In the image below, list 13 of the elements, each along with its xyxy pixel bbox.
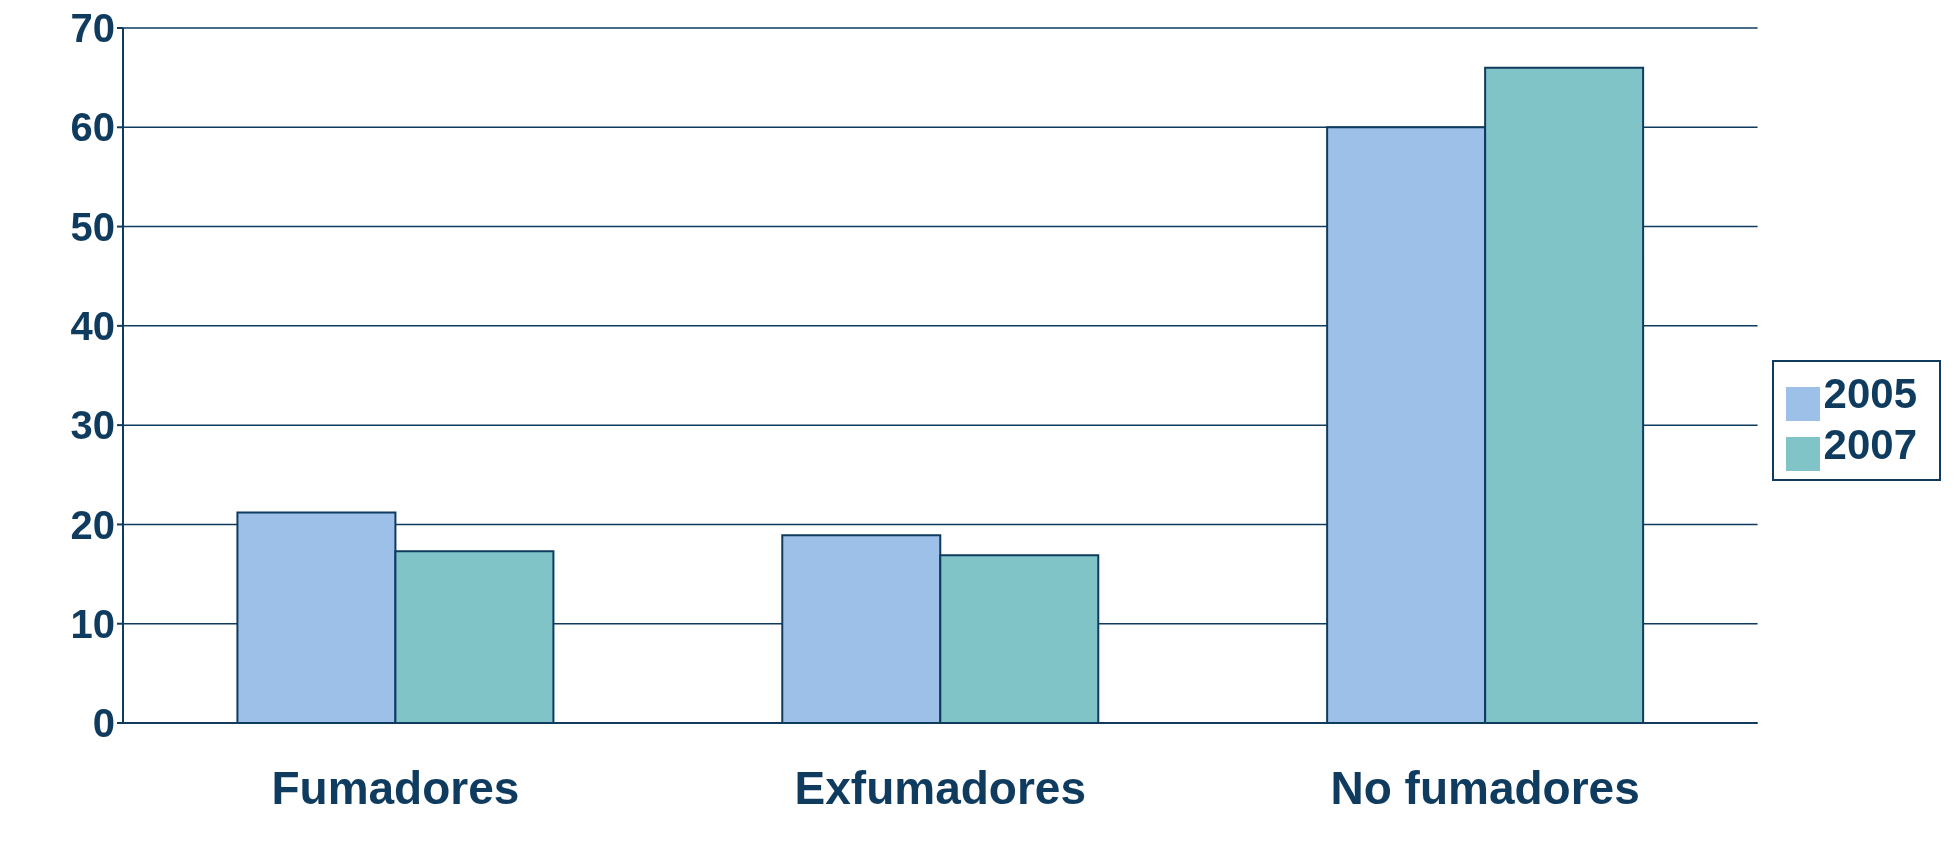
x-tick-label: Fumadores [271,761,520,814]
legend-label: 2007 [1823,420,1917,468]
y-tick-label: 20 [70,502,115,547]
y-tick-label: 40 [70,304,115,349]
legend-label: 2005 [1823,369,1917,417]
x-tick-label: No fumadores [1330,761,1640,814]
y-tick-label: 0 [92,701,115,746]
y-tick-label: 10 [70,601,115,646]
y-tick-label: 50 [70,204,115,249]
y-tick-label: 30 [70,403,115,448]
y-tick-label: 70 [70,6,115,51]
x-tick-label: Exfumadores [794,761,1086,814]
y-tick-label: 60 [70,105,115,150]
